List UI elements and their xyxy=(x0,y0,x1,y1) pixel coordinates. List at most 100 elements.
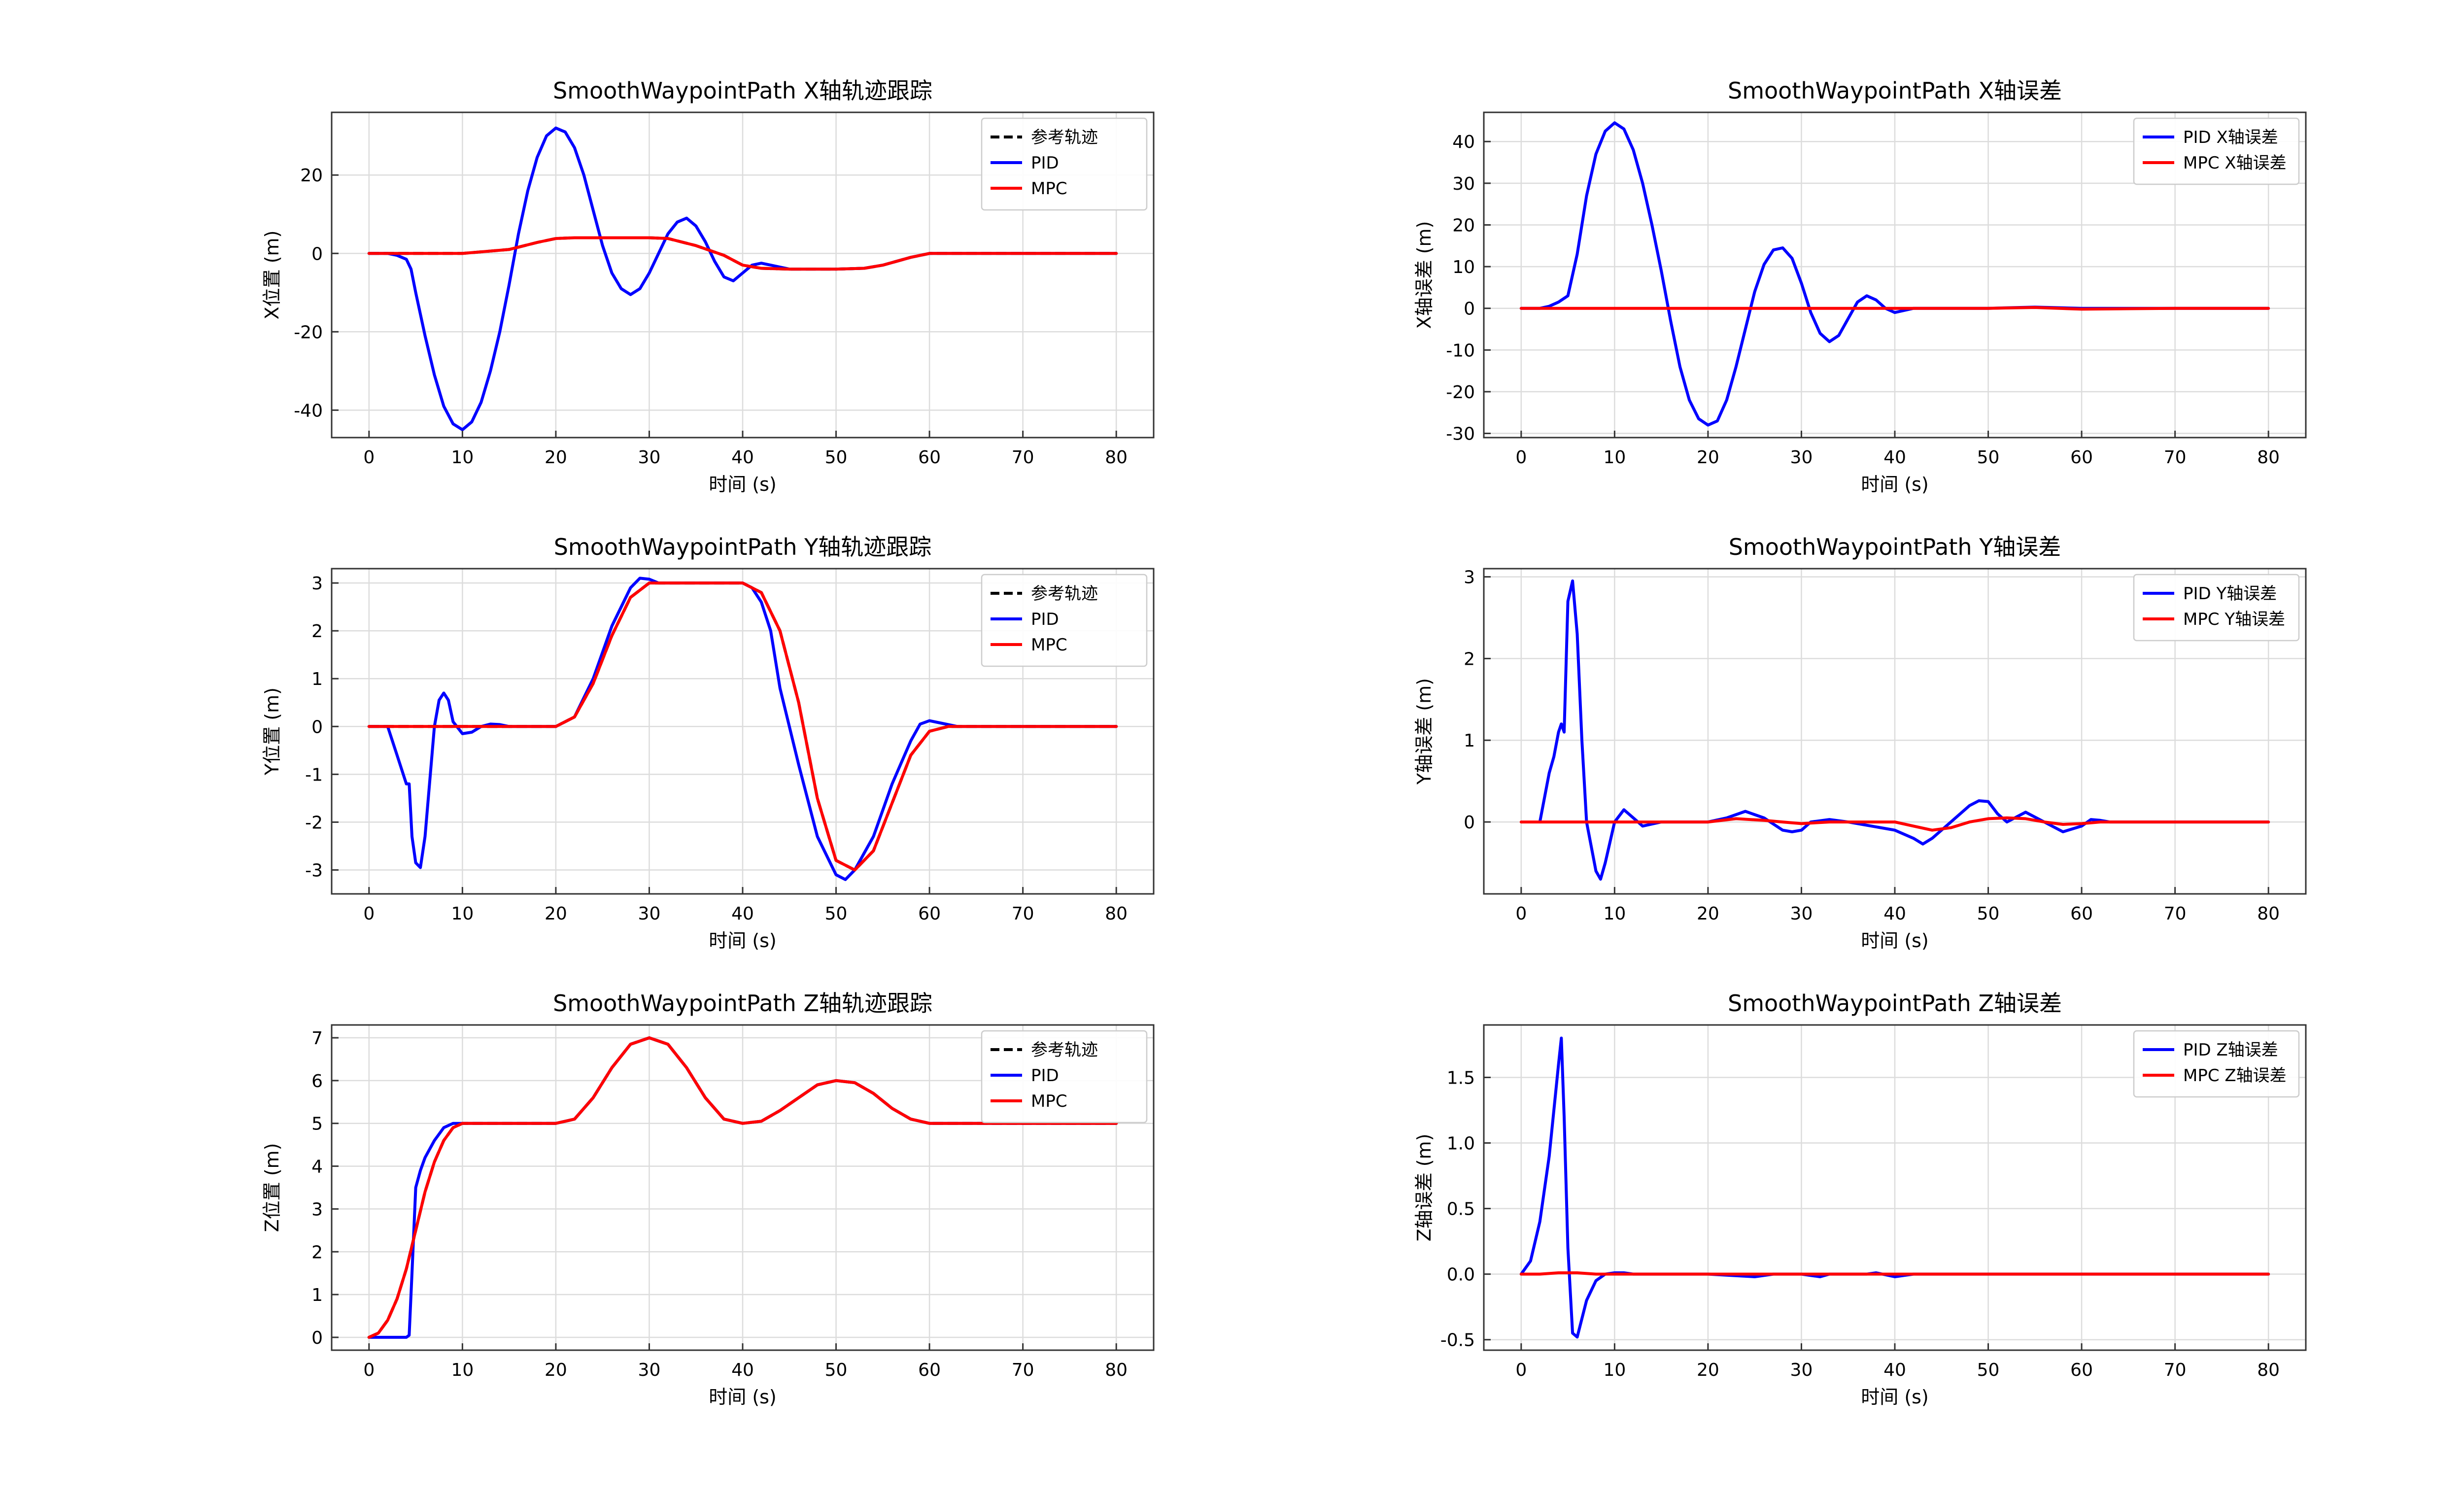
series-line-2 xyxy=(1519,306,2270,311)
x-axis-label: 时间 (s) xyxy=(1861,474,1929,495)
x-axis-label: 时间 (s) xyxy=(709,474,777,495)
x-tick-label: 50 xyxy=(825,1360,848,1380)
x-tick-label: 10 xyxy=(1603,904,1626,924)
legend-label: PID Y轴误差 xyxy=(2183,584,2277,604)
x-tick-label: 80 xyxy=(2257,904,2280,924)
x-tick-label: 70 xyxy=(1012,1360,1034,1380)
x-tick-label: 70 xyxy=(1012,447,1034,468)
x-tick-label: 70 xyxy=(1012,904,1034,924)
legend-label: PID Z轴误差 xyxy=(2183,1040,2278,1060)
chart-title: SmoothWaypointPath X轴误差 xyxy=(1728,77,2062,104)
x-tick-label: 40 xyxy=(731,904,754,924)
legend: 参考轨迹 PID MPC xyxy=(981,1030,1148,1124)
x-tick-label: 20 xyxy=(545,447,567,468)
y-tick-label: -30 xyxy=(1446,424,1475,444)
y-tick-label: 3 xyxy=(311,1199,323,1220)
y-tick-label: -20 xyxy=(1446,382,1475,403)
chart-title: SmoothWaypointPath Z轴误差 xyxy=(1728,990,2062,1017)
x-tick-label: 40 xyxy=(731,1360,754,1380)
legend-label: MPC xyxy=(1031,179,1067,199)
y-tick-label: 1 xyxy=(311,669,323,689)
x-tick-label: 60 xyxy=(918,1360,941,1380)
legend-label: 参考轨迹 xyxy=(1031,1040,1098,1060)
series-line-3 xyxy=(367,1036,1118,1339)
x-axis-label: 时间 (s) xyxy=(709,930,777,952)
x-tick-label: 40 xyxy=(1883,447,1906,468)
y-axis-label: Z轴误差 (m) xyxy=(1413,1134,1435,1242)
x-axis-label: 时间 (s) xyxy=(1861,930,1929,952)
x-tick-label: 10 xyxy=(451,1360,474,1380)
legend: PID Y轴误差 MPC Y轴误差 xyxy=(2133,574,2300,642)
x-tick-label: 20 xyxy=(1697,904,1719,924)
x-tick-label: 50 xyxy=(825,904,848,924)
legend-label: MPC xyxy=(1031,1091,1067,1111)
legend-box xyxy=(2133,1030,2300,1098)
legend-label: PID xyxy=(1031,153,1059,173)
y-tick-label: 30 xyxy=(1452,174,1475,194)
legend-label: 参考轨迹 xyxy=(1031,584,1098,604)
x-tick-label: 10 xyxy=(1603,447,1626,468)
x-tick-label: 70 xyxy=(2164,1360,2187,1380)
x-tick-label: 70 xyxy=(2164,447,2187,468)
y-axis-label: X位置 (m) xyxy=(261,231,283,320)
x-tick-label: 20 xyxy=(545,1360,567,1380)
y-axis-label: X轴误差 (m) xyxy=(1413,221,1435,329)
y-tick-label: 6 xyxy=(311,1071,323,1091)
legend-label: MPC Y轴误差 xyxy=(2183,610,2285,629)
legend-label: MPC Z轴误差 xyxy=(2183,1066,2287,1086)
series-line-3 xyxy=(367,581,1118,872)
x-tick-label: 10 xyxy=(451,904,474,924)
chart-panel-3: 0 10 20 30 40 50 60 70 80 -3 -2 -1 0 1 2 3 SmoothWaypoin… xyxy=(261,534,1155,952)
series-line-2 xyxy=(1519,816,2270,832)
legend-label: MPC xyxy=(1031,635,1067,655)
y-tick-label: 4 xyxy=(311,1157,323,1177)
chart-panel-1: 0 10 20 30 40 50 60 70 80 -40 -20 0 20 SmoothWaypoint… xyxy=(261,77,1155,495)
y-tick-label: 0.0 xyxy=(1447,1265,1475,1285)
legend: PID X轴误差 MPC X轴误差 xyxy=(2133,117,2300,185)
y-tick-label: 1 xyxy=(311,1285,323,1305)
legend-box xyxy=(981,1030,1148,1124)
y-tick-label: 0 xyxy=(311,717,323,737)
y-tick-label: -1 xyxy=(305,765,323,785)
x-tick-label: 10 xyxy=(451,447,474,468)
legend-label: PID xyxy=(1031,610,1059,629)
legend-label: MPC X轴误差 xyxy=(2183,153,2287,173)
x-tick-label: 60 xyxy=(2070,447,2093,468)
y-tick-label: 3 xyxy=(311,574,323,594)
x-tick-label: 20 xyxy=(1697,447,1719,468)
chart-panel-5: 0 10 20 30 40 50 60 70 80 0 1 2 3 4 5 6 7 SmoothWaypointP… xyxy=(261,990,1155,1408)
y-tick-label: 40 xyxy=(1452,132,1475,152)
x-tick-label: 60 xyxy=(2070,904,2093,924)
x-tick-label: 50 xyxy=(1977,904,2000,924)
series-line-2 xyxy=(1519,1271,2270,1276)
x-tick-label: 80 xyxy=(1105,447,1128,468)
y-tick-label: 1.0 xyxy=(1447,1134,1475,1154)
chart-title: SmoothWaypointPath X轴轨迹跟踪 xyxy=(553,77,932,104)
chart-panel-6: 0 10 20 30 40 50 60 70 80 -0.5 0.0 0.5 1.0 1.5 SmoothW… xyxy=(1413,990,2307,1408)
x-tick-label: 80 xyxy=(2257,1360,2280,1380)
x-tick-label: 0 xyxy=(1515,904,1527,924)
y-tick-label: 0 xyxy=(1464,299,1475,319)
x-tick-label: 20 xyxy=(545,904,567,924)
chart-title: SmoothWaypointPath Y轴轨迹跟踪 xyxy=(554,534,932,560)
y-tick-label: 2 xyxy=(1464,649,1475,669)
x-tick-label: 0 xyxy=(363,1360,375,1380)
legend-box xyxy=(981,117,1148,211)
x-tick-label: 30 xyxy=(638,904,661,924)
y-tick-label: 2 xyxy=(311,1242,323,1262)
x-tick-label: 40 xyxy=(1883,904,1906,924)
y-tick-label: 1.5 xyxy=(1447,1068,1475,1088)
x-tick-label: 80 xyxy=(1105,1360,1128,1380)
y-tick-label: -10 xyxy=(1446,341,1475,361)
x-tick-label: 20 xyxy=(1697,1360,1719,1380)
chart-title: SmoothWaypointPath Z轴轨迹跟踪 xyxy=(553,990,932,1017)
y-tick-label: 7 xyxy=(311,1028,323,1049)
x-tick-label: 80 xyxy=(1105,904,1128,924)
y-tick-label: 20 xyxy=(300,166,323,186)
x-tick-label: 30 xyxy=(638,447,661,468)
y-tick-label: 20 xyxy=(1452,215,1475,236)
legend-label: PID xyxy=(1031,1066,1059,1086)
x-tick-label: 60 xyxy=(2070,1360,2093,1380)
y-axis-label: Y轴误差 (m) xyxy=(1413,678,1435,785)
